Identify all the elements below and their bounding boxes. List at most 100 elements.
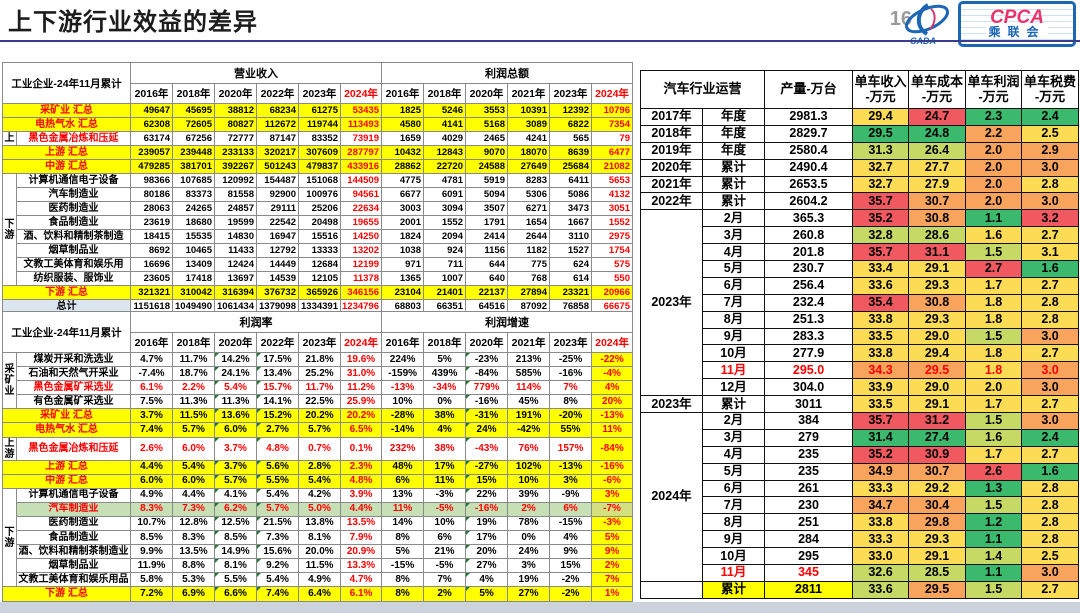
value-cell: 27894 <box>507 285 550 300</box>
heatmap-cell: 2.0 <box>965 175 1023 194</box>
row-label: 纺织服装、服饰业 <box>16 271 131 286</box>
row-label: 文教工美体育和娱乐用 <box>16 257 131 272</box>
value-cell: 144509 <box>340 173 382 188</box>
value-cell: -42% <box>507 422 551 438</box>
value-cell: 10% <box>507 473 551 489</box>
year-header-cell: 2022年 <box>256 332 299 353</box>
value-cell: 2001 <box>381 215 424 230</box>
value-cell: 5.4% <box>214 380 257 396</box>
table-row: 食品制造业 23619 18680 19599 22542 20498 19655 2001 1… <box>3 215 633 230</box>
value-cell: 768 <box>507 271 550 286</box>
table-row: 10月 295 33.0 29.1 1.4 2.5 <box>641 547 1080 566</box>
value-cell: 7.5% <box>130 394 173 410</box>
value-cell: 157% <box>549 436 593 461</box>
heatmap-cell: 2.0 <box>965 141 1023 160</box>
year-header-cell: 2020年 <box>214 332 257 353</box>
period-cell: 8月 <box>701 310 766 329</box>
heatmap-cell: 3.0 <box>1021 327 1080 346</box>
value-cell: 5653 <box>591 173 633 188</box>
table-row: 8月 251 33.8 29.8 1.2 2.8 <box>641 513 1080 532</box>
side-char: 业 <box>4 386 15 398</box>
value-cell: -15% <box>381 558 425 574</box>
period-cell: 4月 <box>701 243 766 262</box>
row-label: 总计 <box>2 299 131 314</box>
value-cell: 624 <box>549 257 592 272</box>
value-cell: -22% <box>591 351 634 368</box>
value-cell: 8.3% <box>130 501 173 517</box>
table-row: 2022年 累计 2604.2 35.7 30.7 2.0 3.0 <box>640 192 1080 211</box>
value-cell: 15% <box>465 473 509 489</box>
value-cell: 213% <box>507 351 551 368</box>
value-cell: 17% <box>423 459 467 475</box>
value-cell: 6.1% <box>130 380 173 396</box>
period-cell: 6月 <box>701 276 766 295</box>
heatmap-cell: 30.7 <box>908 192 967 211</box>
value-cell: 14.2% <box>214 351 257 368</box>
value-cell: 100976 <box>298 187 341 202</box>
value-cell: 501243 <box>256 159 299 174</box>
row-label: 酒、饮料和精制茶制造 <box>16 229 131 244</box>
year-header-cell: 2023年 <box>549 332 593 353</box>
value-cell: 7.9% <box>339 530 383 546</box>
heatmap-cell: 35.2 <box>852 445 910 464</box>
value-cell: 6.0% <box>172 436 215 461</box>
value-cell: 11.2% <box>339 380 383 396</box>
value-cell: 5.4% <box>256 487 299 503</box>
year-header-cell: 2021年 <box>507 83 550 104</box>
value-cell: 45695 <box>172 103 215 118</box>
value-cell: 23104 <box>381 285 424 300</box>
heatmap-cell: 31.1 <box>908 243 967 262</box>
value-cell: 1754 <box>591 243 633 258</box>
heatmap-cell: 29.5 <box>908 361 967 380</box>
year-header-cell: 2020年 <box>465 83 508 104</box>
heatmap-cell: 2.5 <box>1021 547 1080 566</box>
value-cell: 113493 <box>340 117 382 132</box>
value-cell: 20.2% <box>339 408 383 424</box>
heatmap-cell: 33.0 <box>852 547 910 566</box>
table-row: 上游黑色金属冶炼和压延 2.6% 6.0% 3.7% 4.8% 0.7% 0.1% 232% 3… <box>2 436 634 461</box>
value-cell: 1007 <box>423 271 466 286</box>
value-cell: 12199 <box>340 257 382 272</box>
value-cell: 2644 <box>507 229 550 244</box>
output-cell: 2811 <box>764 580 854 599</box>
output-cell: 304.0 <box>764 378 854 397</box>
side-char: 游 <box>4 537 15 549</box>
row-label: 电热气水 汇总 <box>2 422 131 438</box>
value-cell: 92900 <box>256 187 299 202</box>
value-cell: 24.1% <box>214 366 257 382</box>
value-cell: 6% <box>549 501 593 517</box>
value-cell: 25.2% <box>298 366 341 382</box>
value-cell: 19599 <box>214 215 257 230</box>
row-label: 汽车制造业 <box>16 187 131 202</box>
value-cell: -2% <box>549 586 593 602</box>
value-cell: 13.6% <box>214 408 257 424</box>
year-cell: 2022年 <box>640 192 703 211</box>
table-head: 汽车行业运营 产量-万台 单车收入 -万元 单车成本 -万元 单车利润 -万元 单车税费 … <box>639 70 1080 109</box>
value-cell: 439% <box>423 366 467 382</box>
value-cell: 2% <box>423 586 467 602</box>
value-cell: 4.9% <box>298 572 341 588</box>
value-cell: -16% <box>465 394 509 410</box>
row-label: 中游 汇总 <box>2 159 131 174</box>
value-cell: 13.4% <box>256 366 299 382</box>
value-cell: 13697 <box>214 271 257 286</box>
value-cell: -34% <box>423 380 467 396</box>
table-row: 酒、饮料和精制茶制造业 9.9% 13.5% 14.9% 15.6% 20.0% 20.9%… <box>3 544 634 560</box>
row-label: 石油和天然气开采业 <box>16 366 131 382</box>
heatmap-cell: 35.2 <box>852 209 910 228</box>
value-cell: 20% <box>465 544 509 560</box>
value-cell: 11.3% <box>214 394 257 410</box>
row-label: 医药制造业 <box>16 201 131 216</box>
value-cell: 224% <box>381 351 425 368</box>
heatmap-cell: 3.1 <box>1021 243 1080 262</box>
value-cell: 49647 <box>130 103 173 118</box>
value-cell: 18070 <box>507 145 550 160</box>
value-cell: 346156 <box>340 285 382 300</box>
value-cell: 2.6% <box>130 436 173 461</box>
value-cell: 3110 <box>549 229 592 244</box>
bottom-edge-strip <box>0 602 1080 613</box>
table-row: 中游 汇总 479285 381701 392267 501243 479837 43391… <box>2 159 633 174</box>
value-cell: 6091 <box>423 187 466 202</box>
value-cell: 22137 <box>465 285 508 300</box>
